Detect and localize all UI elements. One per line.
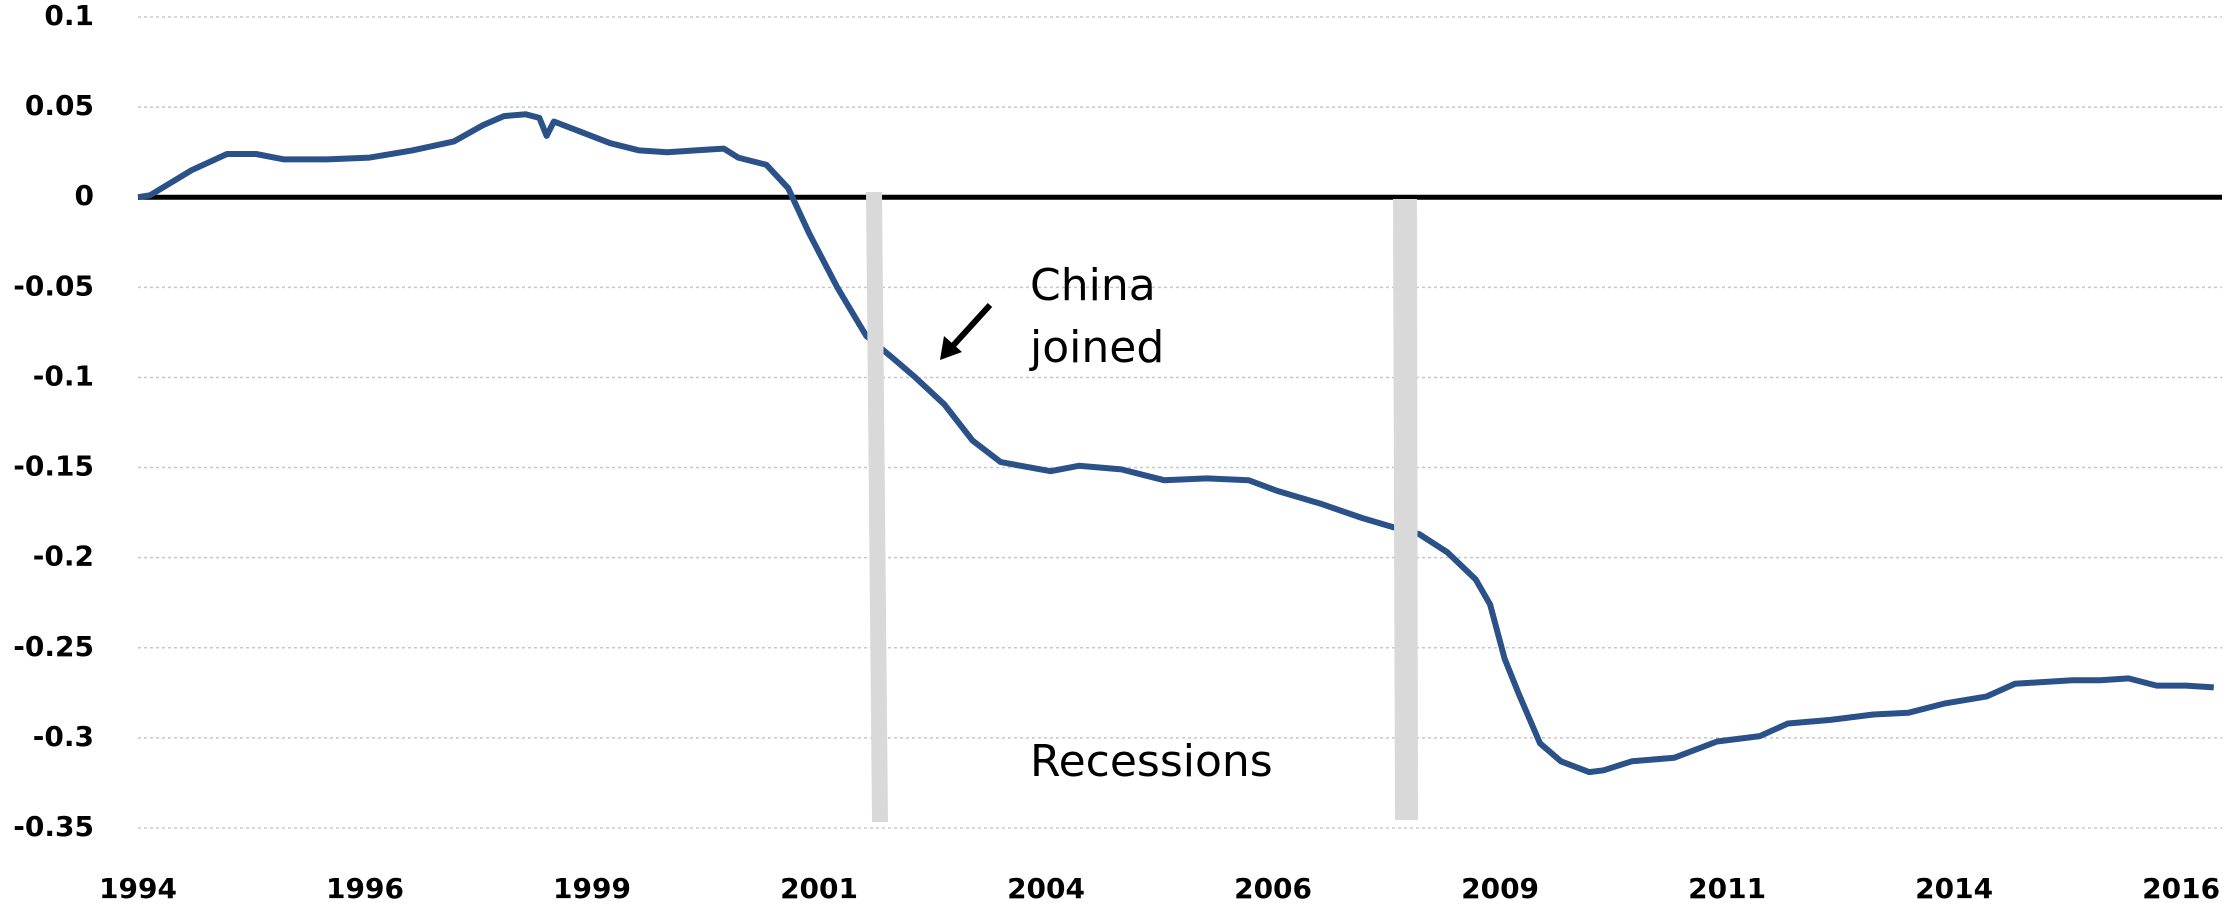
x-tick-label: 2009 — [1461, 872, 1539, 905]
annotation: Recessions — [1030, 736, 1273, 787]
y-tick-label: 0.05 — [25, 89, 94, 122]
y-tick-label: 0.1 — [44, 0, 94, 32]
recession-bar — [1393, 199, 1418, 820]
x-tick-label: 2004 — [1007, 872, 1085, 905]
x-tick-label: 1996 — [326, 872, 404, 905]
x-tick-label: 2014 — [1915, 872, 1993, 905]
x-tick-label: 2006 — [1234, 872, 1312, 905]
data-line — [137, 111, 2214, 776]
y-tick-label: -0.25 — [13, 630, 94, 663]
plot-area: 0.1 0.05 0 -0.05 -0.1 -0.15 -0.2 -0.25 -0.3 -0.35… — [13, 0, 2222, 905]
y-tick-label: -0.1 — [33, 359, 94, 392]
arrow — [947, 302, 993, 352]
y-tick-label: -0.3 — [33, 720, 94, 753]
y-tick-label: -0.2 — [33, 540, 94, 573]
x-tick-label: 2016 — [2142, 872, 2220, 905]
y-tick-label: 0 — [75, 179, 94, 212]
y-tick-label: -0.05 — [13, 269, 94, 302]
x-tick-label: 2011 — [1688, 872, 1766, 905]
y-tick-label: -0.35 — [13, 810, 94, 843]
recession-bar — [866, 192, 888, 822]
arrow-head — [940, 336, 962, 360]
annotation: joined — [1029, 322, 1164, 373]
x-tick-label: 1999 — [553, 872, 631, 905]
y-tick-label: -0.15 — [13, 450, 94, 483]
x-tick-label: 1994 — [99, 872, 177, 905]
x-tick-label: 2001 — [780, 872, 858, 905]
annotation: China — [1030, 260, 1156, 311]
